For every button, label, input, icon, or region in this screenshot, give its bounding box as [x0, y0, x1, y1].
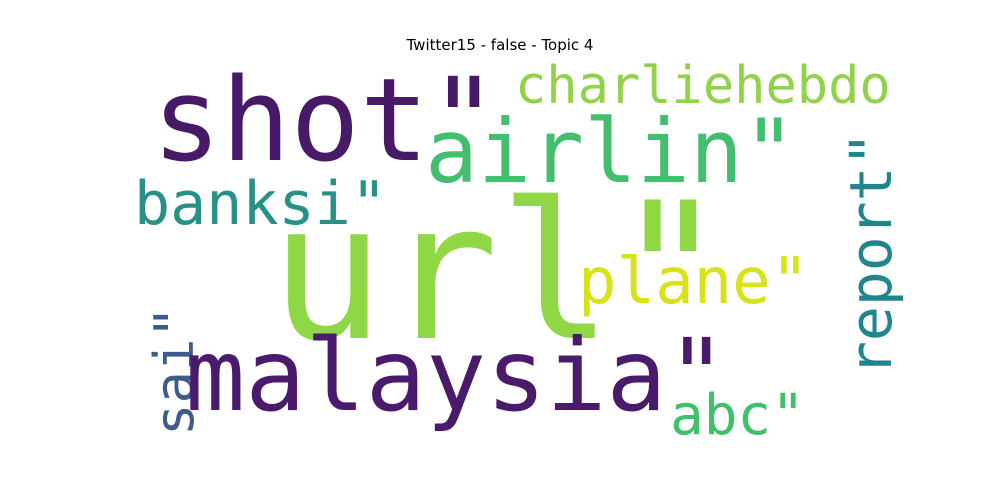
word-charliehebdo: charliehebdo — [515, 56, 891, 116]
word-abc: abc" — [670, 383, 805, 448]
word-shot: shot" — [152, 54, 499, 188]
word-airlin: airlin" — [425, 100, 796, 203]
figure-title: Twitter15 - false - Topic 4 — [406, 36, 594, 54]
word-plane: plane" — [578, 245, 810, 319]
word-url: url" — [270, 162, 728, 383]
word-malaysia: malaysia" — [185, 317, 727, 434]
word-cloud: shot" charliehebdo airlin" banksi" url" … — [130, 54, 905, 448]
word-banksi: banksi" — [134, 169, 387, 239]
word-report: report" — [837, 131, 905, 376]
